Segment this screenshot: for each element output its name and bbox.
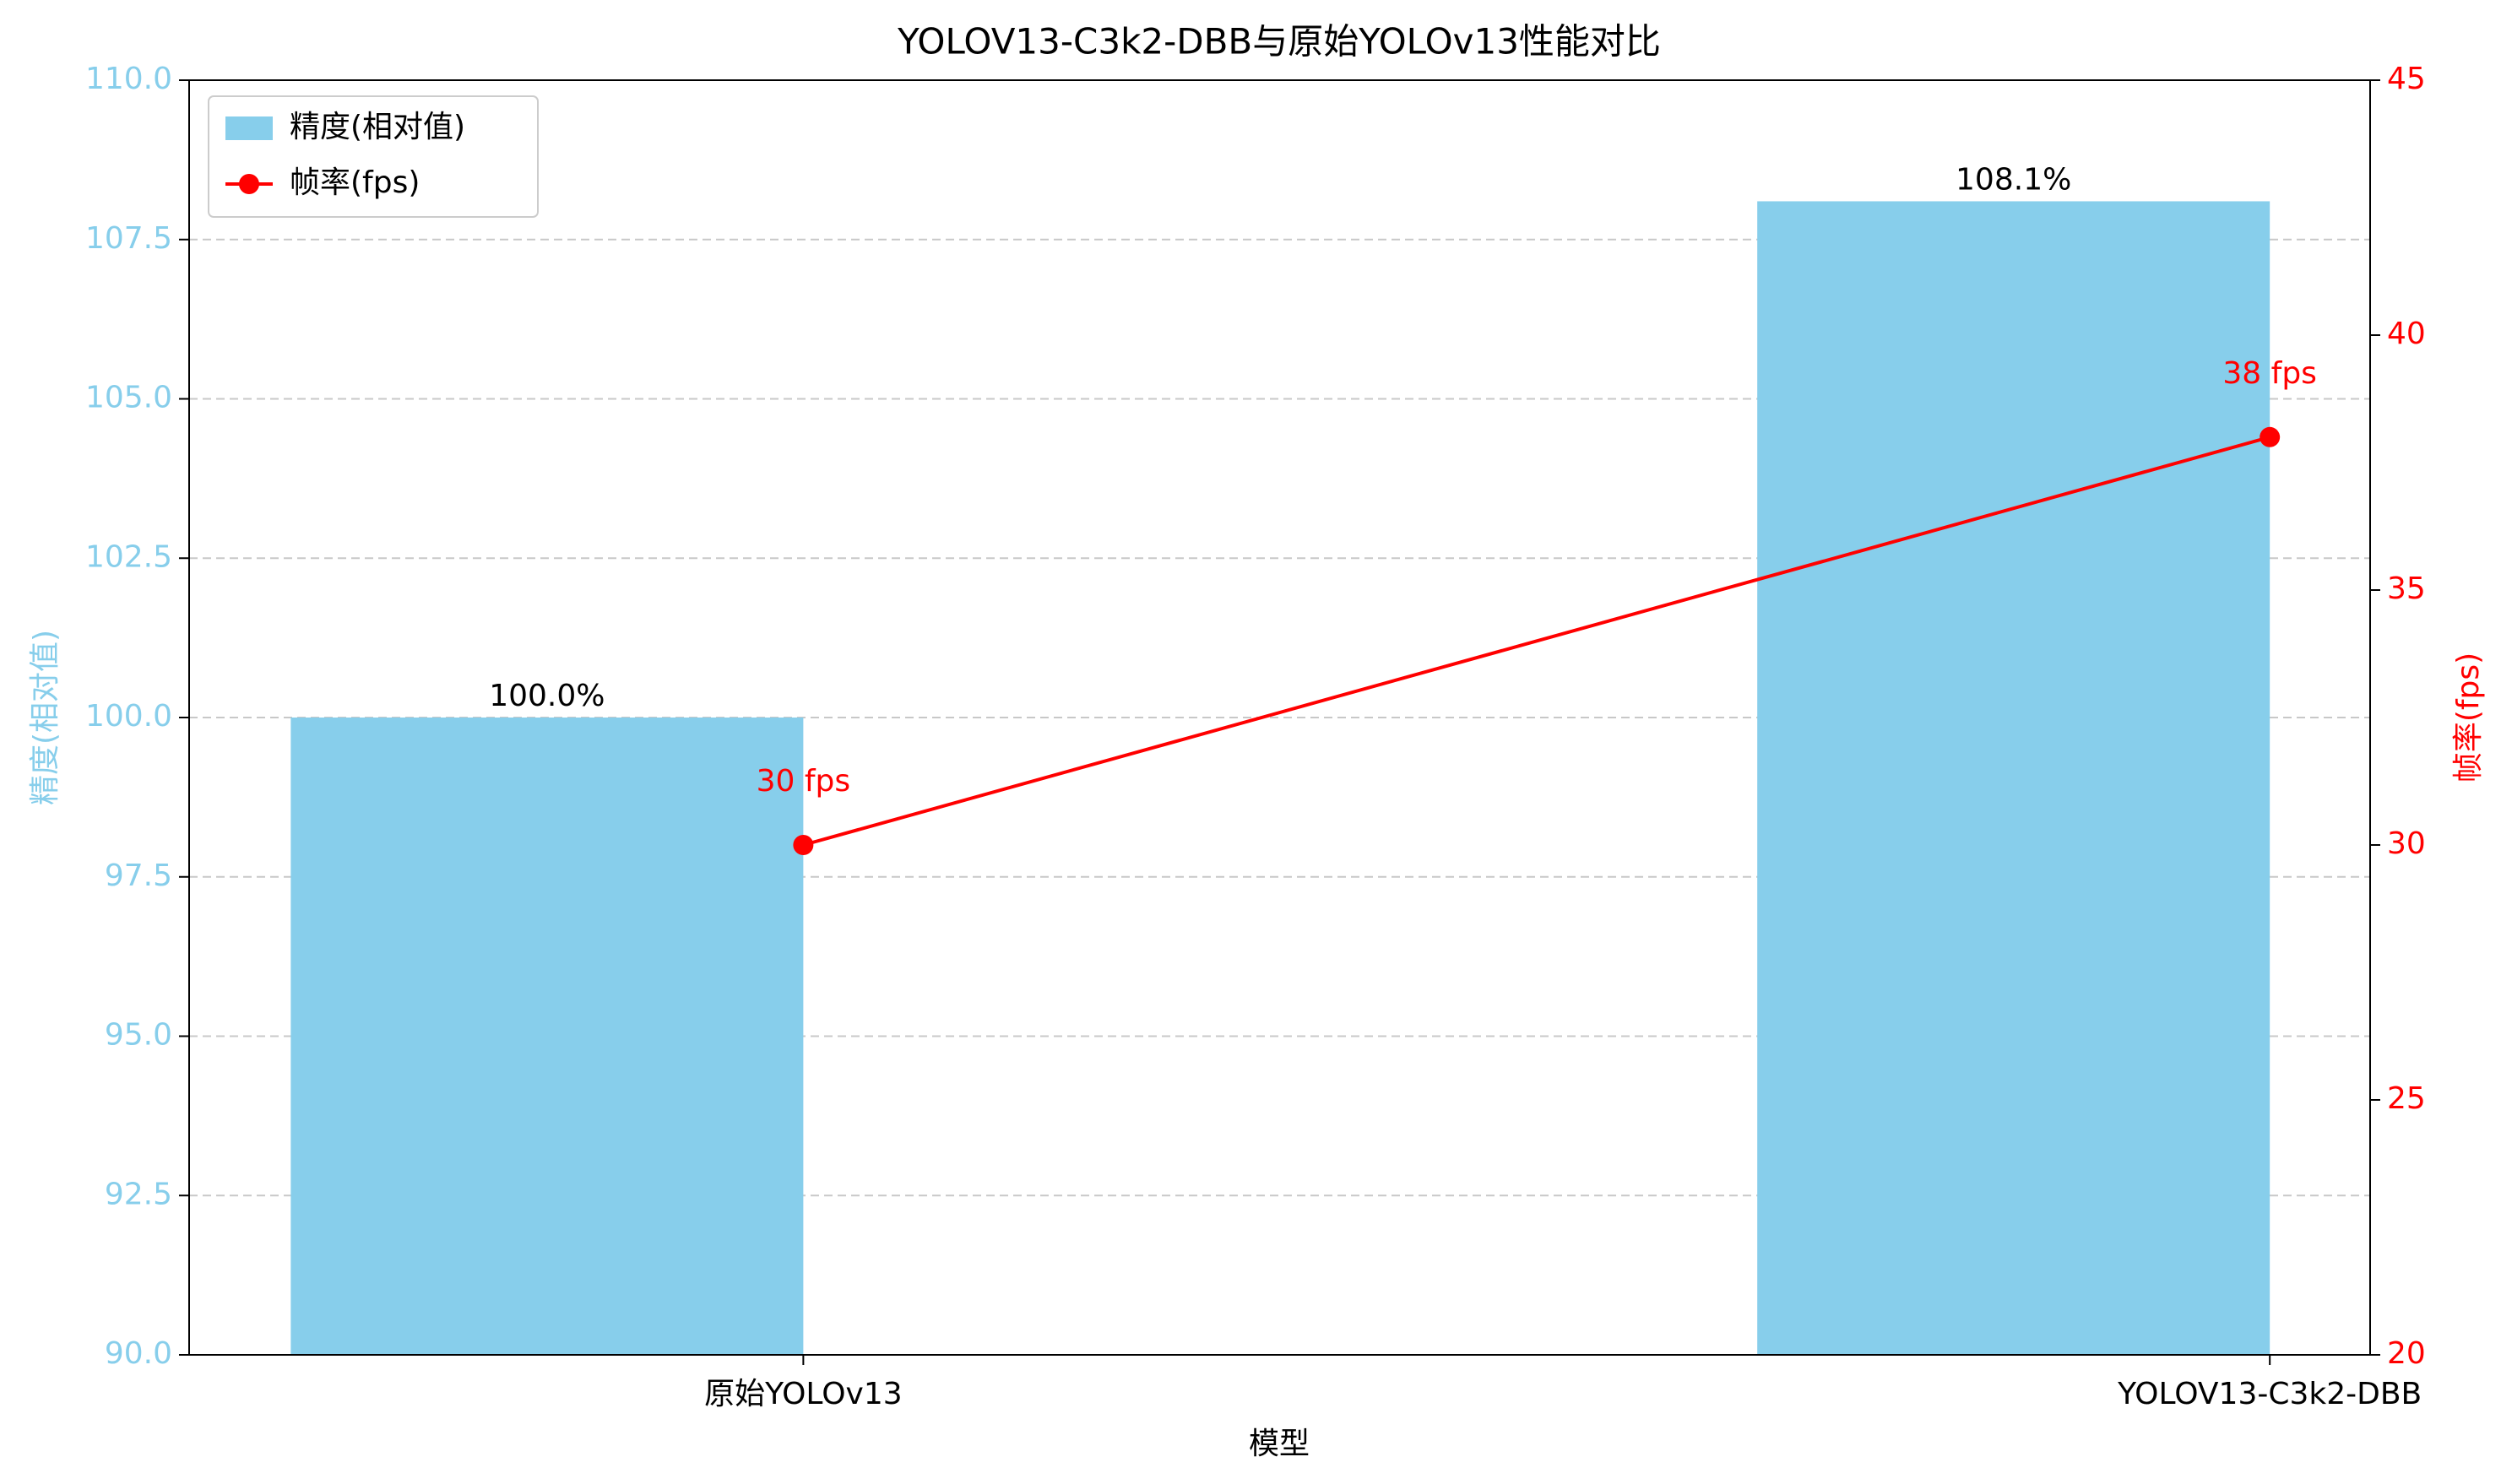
y-tick-label: 100.0 <box>85 699 172 734</box>
line-marker <box>2260 426 2281 447</box>
legend-label: 帧率(fps) <box>290 165 420 200</box>
y2-axis-label: 帧率(fps) <box>2451 653 2486 783</box>
y-tick-label: 110.0 <box>85 62 172 96</box>
y2-tick-label: 40 <box>2387 317 2426 351</box>
bar-value-label: 108.1% <box>1956 162 2071 197</box>
y-tick-label: 102.5 <box>85 539 172 574</box>
legend: 精度(相对值) 帧率(fps) <box>208 95 539 218</box>
y2-tick-label: 35 <box>2387 571 2426 606</box>
legend-label: 精度(相对值) <box>290 110 465 144</box>
y2-tick-label: 30 <box>2387 826 2426 861</box>
line-value-label: 30 fps <box>757 764 851 799</box>
y-tick-label: 107.5 <box>85 221 172 256</box>
line-marker <box>793 835 814 855</box>
y-tick-label: 90.0 <box>105 1336 172 1371</box>
x-axis-label: 模型 <box>1249 1427 1310 1461</box>
legend-swatch <box>225 116 273 140</box>
y2-tick-label: 20 <box>2387 1336 2426 1371</box>
bar <box>290 718 804 1355</box>
x-tick-label: 原始YOLOv13 <box>704 1377 903 1411</box>
y-tick-label: 105.0 <box>85 381 172 415</box>
bar <box>1757 201 2270 1356</box>
bar-value-label: 100.0% <box>489 679 605 713</box>
y2-tick-label: 25 <box>2387 1081 2426 1116</box>
line <box>802 435 2270 847</box>
plot-frame <box>188 79 2371 1356</box>
chart-title: YOLOV13-C3k2-DBB与原始YOLOv13性能对比 <box>897 21 1661 62</box>
y-axis-label: 精度(相对值) <box>28 630 62 805</box>
legend-box <box>208 95 539 218</box>
y2-tick-label: 45 <box>2387 62 2426 96</box>
y-tick-label: 92.5 <box>105 1177 172 1211</box>
line-value-label: 38 fps <box>2222 356 2317 391</box>
y-tick-label: 95.0 <box>105 1018 172 1053</box>
legend-marker <box>239 174 259 194</box>
x-tick-label: YOLOV13-C3k2-DBB <box>2117 1377 2422 1411</box>
y-tick-label: 97.5 <box>105 858 172 893</box>
